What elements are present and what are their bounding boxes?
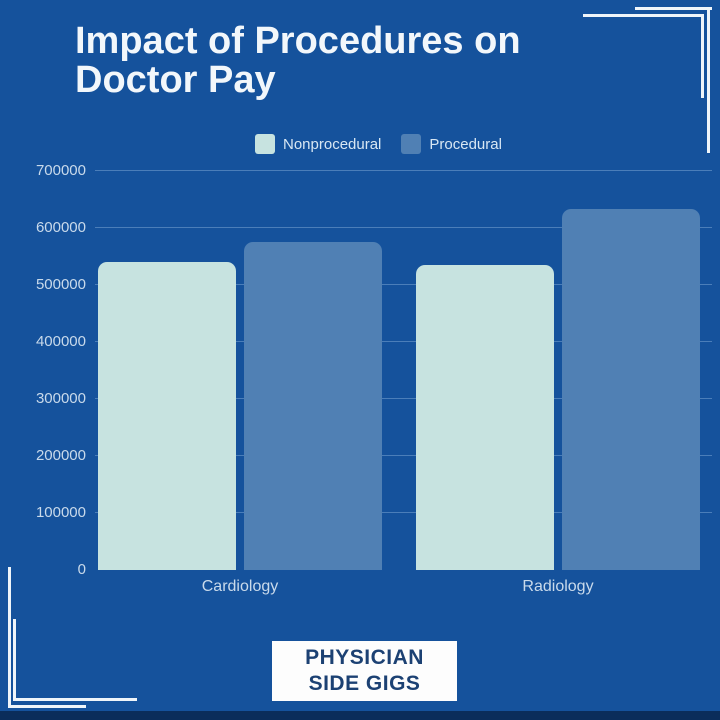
x-axis-category-label: Radiology [522, 578, 594, 595]
brand-badge-line2: SIDE GIGS [308, 672, 421, 695]
corner-bracket-icon [13, 698, 137, 701]
corner-bracket-icon [13, 619, 16, 701]
corner-bracket-icon [8, 567, 11, 708]
chart-legend: Nonprocedural Procedural [255, 134, 502, 154]
bar-cardiology-procedural [244, 242, 382, 570]
bar-cardiology-nonprocedural [98, 262, 236, 570]
gridline [95, 512, 712, 513]
procedural-swatch-icon [401, 134, 422, 154]
bar-radiology-nonprocedural [416, 265, 554, 570]
brand-badge-line1: PHYSICIAN [305, 646, 424, 669]
corner-bracket-icon [707, 7, 710, 153]
nonprocedural-swatch-icon [255, 134, 275, 154]
gridline [95, 284, 712, 285]
legend-label: Procedural [429, 135, 502, 153]
x-axis-category-label: Cardiology [201, 578, 279, 595]
y-axis-tick-label: 100000 [35, 504, 86, 521]
corner-bracket-icon [8, 705, 86, 708]
y-axis-tick-label: 400000 [35, 333, 86, 350]
corner-bracket-icon [583, 14, 704, 17]
bar-radiology-procedural [562, 209, 700, 570]
gridline [95, 341, 712, 342]
y-axis-tick-label: 200000 [35, 447, 86, 464]
legend-item-procedural: Procedural [401, 134, 502, 154]
corner-bracket-icon [701, 14, 704, 98]
y-axis-tick-label: 600000 [35, 219, 86, 236]
y-axis-tick-label: 500000 [35, 276, 86, 293]
legend-item-nonprocedural: Nonprocedural [255, 134, 381, 154]
brand-badge: PHYSICIAN SIDE GIGS [272, 641, 457, 701]
y-axis-tick-label: 0 [77, 561, 86, 578]
y-axis-tick-label: 300000 [35, 390, 86, 407]
gridline [95, 227, 712, 228]
y-axis-tick-label: 700000 [35, 162, 86, 179]
gridline [95, 455, 712, 456]
legend-label: Nonprocedural [283, 135, 382, 153]
gridline [95, 170, 712, 171]
gridline [95, 398, 712, 399]
page-title: Impact of Procedures on Doctor Pay [75, 20, 521, 101]
corner-bracket-icon [635, 7, 712, 10]
bottom-strip [0, 711, 720, 720]
